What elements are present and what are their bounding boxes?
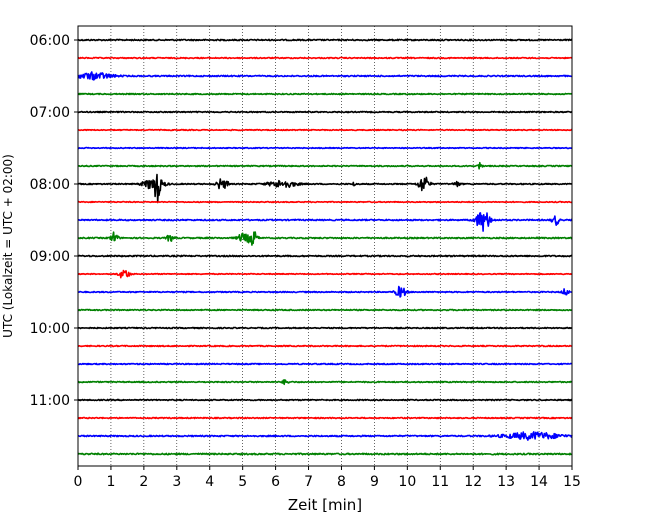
- x-axis-label: Zeit [min]: [288, 496, 362, 514]
- trace-layer: [77, 38, 573, 456]
- trace-0800: [77, 173, 573, 204]
- y-axis-ticks: 06:00 07:00 08:00 09:00 10:00 11:00: [30, 33, 78, 409]
- x-tick-label-9: 9: [370, 474, 379, 490]
- y-tick-label-0900: 09:00: [30, 249, 70, 265]
- y-tick-label-0800: 08:00: [30, 177, 70, 193]
- y-tick-label-0700: 07:00: [30, 105, 70, 121]
- x-tick-label-6: 6: [271, 474, 280, 490]
- x-tick-label-14: 14: [530, 474, 548, 490]
- y-axis-label: UTC (Lokalzeit = UTC + 02:00): [1, 154, 15, 338]
- x-tick-label-0: 0: [74, 474, 83, 490]
- trace-0945: [77, 308, 573, 312]
- trace-0845: [77, 231, 573, 246]
- trace-0700: [77, 110, 573, 114]
- x-tick-label-5: 5: [238, 474, 247, 490]
- grid-layer: [110, 26, 540, 466]
- trace-0730: [77, 146, 573, 150]
- y-tick-label-1100: 11:00: [30, 393, 70, 409]
- trace-1115: [77, 416, 573, 420]
- x-tick-label-3: 3: [172, 474, 181, 490]
- trace-1030: [77, 362, 573, 366]
- trace-0915: [77, 269, 573, 279]
- x-tick-label-11: 11: [431, 474, 449, 490]
- y-tick-label-1000: 10:00: [30, 321, 70, 337]
- trace-1045: [77, 379, 573, 386]
- trace-1130: [77, 431, 573, 441]
- trace-0615: [77, 56, 573, 60]
- trace-1100: [77, 398, 573, 402]
- trace-1145: [77, 452, 573, 456]
- x-tick-label-12: 12: [464, 474, 482, 490]
- x-tick-label-7: 7: [304, 474, 313, 490]
- trace-0645: [77, 92, 573, 96]
- x-tick-label-4: 4: [205, 474, 214, 490]
- x-tick-label-1: 1: [106, 474, 115, 490]
- y-tick-label-0600: 06:00: [30, 33, 70, 49]
- trace-0900: [77, 254, 573, 258]
- x-tick-label-10: 10: [398, 474, 416, 490]
- x-tick-label-8: 8: [337, 474, 346, 490]
- x-tick-label-13: 13: [497, 474, 515, 490]
- trace-0630: [77, 71, 573, 81]
- x-axis-ticks: 0 1 2 3 4 5 6 7 8 9 10 11 12 13 14 15: [74, 466, 581, 490]
- trace-0930: [77, 285, 573, 298]
- x-tick-label-2: 2: [139, 474, 148, 490]
- trace-1015: [77, 344, 573, 348]
- trace-0715: [77, 128, 573, 132]
- trace-0830: [77, 212, 573, 232]
- x-tick-label-15: 15: [563, 474, 581, 490]
- plot-frame: [77, 25, 573, 467]
- trace-1000: [77, 326, 573, 330]
- trace-0600: [77, 38, 573, 42]
- trace-0815: [77, 200, 573, 204]
- trace-0745: [77, 161, 573, 170]
